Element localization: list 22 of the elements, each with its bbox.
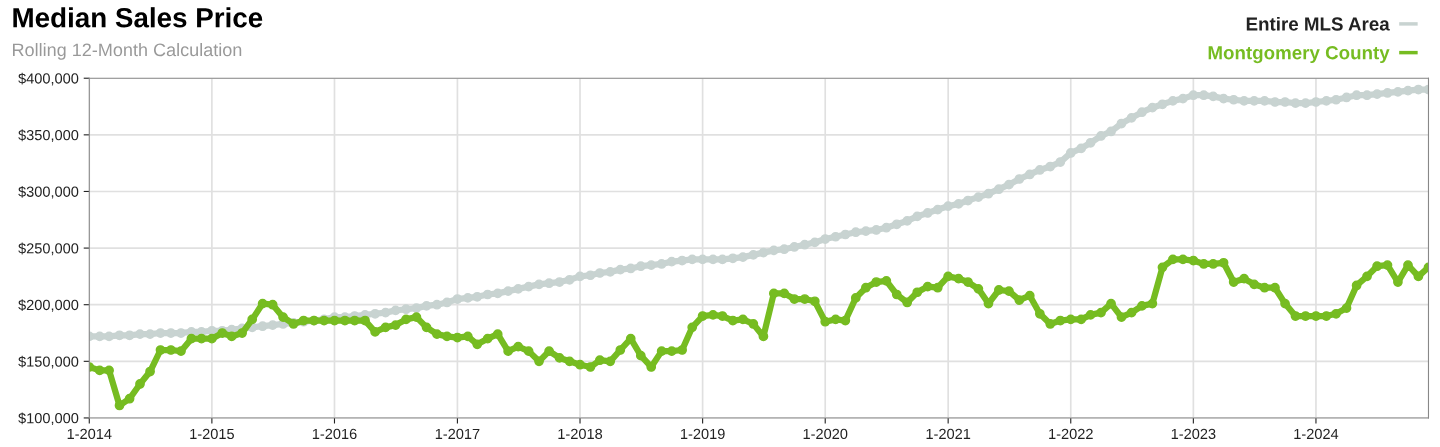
y-tick-label: $100,000 [18, 412, 79, 426]
legend-label: Montgomery County [1208, 46, 1390, 64]
legend-label: Entire MLS Area [1246, 16, 1390, 31]
chart-subtitle: Rolling 12-Month Calculation [13, 42, 242, 60]
x-tick-label: 1-2017 [435, 428, 480, 440]
y-tick-label: $250,000 [18, 242, 79, 256]
x-tick-label: 1-2019 [681, 428, 725, 440]
chart-title: Median Sales Price [13, 7, 263, 28]
y-tick-label: $300,000 [18, 185, 79, 199]
x-tick-label: 1-2021 [926, 428, 971, 440]
x-tick-label: 1-2023 [1171, 428, 1216, 440]
y-tick-label: $400,000 [18, 72, 79, 86]
x-tick-label: 1-2020 [803, 428, 848, 440]
y-tick-label: $200,000 [18, 299, 79, 312]
y-tick-label: $350,000 [18, 129, 79, 142]
x-tick-label: 1-2022 [1049, 428, 1093, 440]
x-tick-label: 1-2018 [558, 428, 603, 440]
y-tick-label: $150,000 [18, 355, 79, 369]
x-tick-label: 1-2024 [1294, 428, 1339, 440]
x-tick-label: 1-2014 [67, 428, 112, 440]
x-tick-label: 1-2015 [190, 428, 234, 440]
x-tick-label: 1-2016 [312, 428, 357, 440]
